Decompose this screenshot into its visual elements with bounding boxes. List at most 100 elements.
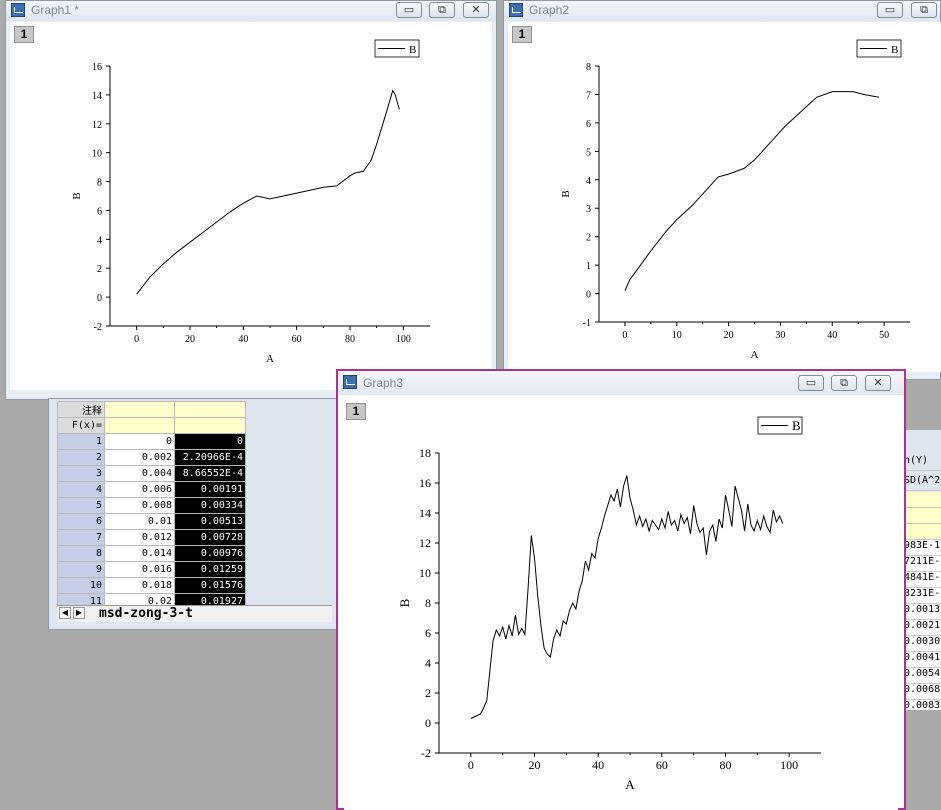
- x-tick-label: 80: [720, 758, 732, 772]
- x-axis-label: A: [625, 777, 635, 792]
- cell[interactable]: 0.002: [104, 449, 175, 466]
- layer-1-button[interactable]: 1: [346, 403, 366, 420]
- row-header[interactable]: 8: [57, 545, 105, 562]
- table-row[interactable]: 4 0.006 0.00191: [57, 481, 246, 498]
- worksheet-grid[interactable]: 注释 F(x)= 1 0 0 2 0.002 2.20966E-4 3 0.004 8.6655…: [57, 401, 246, 610]
- cell[interactable]: [904, 524, 941, 540]
- minimize-button[interactable]: ▭: [396, 2, 422, 18]
- table-row[interactable]: 8 0.014 0.00976: [57, 545, 246, 562]
- cell[interactable]: 0.0030: [904, 636, 941, 652]
- cell[interactable]: [104, 401, 175, 418]
- cell[interactable]: 2.20966E-4: [174, 449, 246, 466]
- cell[interactable]: 0.004: [104, 465, 175, 482]
- row-header[interactable]: 9: [57, 561, 105, 578]
- cell[interactable]: 0.00976: [174, 545, 246, 562]
- legend-label: B: [792, 418, 801, 433]
- column-header[interactable]: SD(A^2): [904, 475, 941, 491]
- cell[interactable]: 983E-1: [904, 540, 941, 556]
- cell[interactable]: 0.00728: [174, 529, 246, 546]
- restore-button[interactable]: ⧉: [429, 2, 455, 18]
- x-tick-label: 30: [775, 330, 785, 341]
- close-button[interactable]: ✕: [463, 2, 489, 18]
- row-header[interactable]: 1: [57, 433, 105, 450]
- cell[interactable]: 0.01: [104, 513, 175, 530]
- row-header[interactable]: 3: [57, 465, 105, 482]
- cell[interactable]: 0.01576: [174, 577, 246, 594]
- graph3-chart: 0 20 40 60 80 100 -2 0 2 4 6 8 10 12 14 16 18 A B B: [397, 416, 821, 792]
- row-header[interactable]: 7: [57, 529, 105, 546]
- table-row[interactable]: 3 0.004 8.66552E-4: [57, 465, 246, 482]
- right-worksheet[interactable]: n(Y) SD(A^2) 983E-17211E-4841E-8231E-0.0…: [900, 430, 941, 710]
- graph1-canvas[interactable]: 1 0 20 40 60 80 100 -2 0 2 4 6 8 10 12 14 16 A B B: [10, 22, 492, 390]
- row-header[interactable]: 4: [57, 481, 105, 498]
- graph3-titlebar[interactable]: Graph3 ▭ ⧉ ✕: [338, 371, 904, 395]
- graph1-titlebar[interactable]: Graph1 * ▭ ⧉ ✕: [6, 1, 496, 21]
- cell[interactable]: 0.014: [104, 545, 175, 562]
- y-tick-label: 12: [419, 536, 431, 550]
- table-row[interactable]: 2 0.002 2.20966E-4: [57, 449, 246, 466]
- table-row[interactable]: 6 0.01 0.00513: [57, 513, 246, 530]
- cell[interactable]: 0.008: [104, 497, 175, 514]
- cell[interactable]: 8231E-: [904, 588, 941, 604]
- cell[interactable]: 0.0041: [904, 652, 941, 668]
- cell[interactable]: 0.0083: [904, 700, 941, 710]
- cell[interactable]: 7211E-: [904, 556, 941, 572]
- cell[interactable]: [174, 417, 246, 434]
- table-row[interactable]: 5 0.008 0.00334: [57, 497, 246, 514]
- y-tick-label: -2: [421, 746, 431, 760]
- cell[interactable]: 0.0013: [904, 604, 941, 620]
- row-header[interactable]: 5: [57, 497, 105, 514]
- cell[interactable]: [174, 401, 246, 418]
- minimize-button[interactable]: ▭: [798, 375, 824, 391]
- sheet-tab[interactable]: msd-zong-3-t: [99, 606, 193, 621]
- cell[interactable]: 0.006: [104, 481, 175, 498]
- cell[interactable]: 0: [104, 433, 175, 450]
- tab-scroll-left-button[interactable]: ◀: [59, 607, 71, 619]
- cell[interactable]: 0.016: [104, 561, 175, 578]
- row-header[interactable]: 2: [57, 449, 105, 466]
- graph2-canvas[interactable]: 1 0 10 20 30 40 50 -1 0 1 2 3 4 5 6 7 8 A B B: [508, 22, 941, 372]
- row-header[interactable]: 6: [57, 513, 105, 530]
- table-row[interactable]: 10 0.018 0.01576: [57, 577, 246, 594]
- cell[interactable]: 0.0054: [904, 668, 941, 684]
- restore-button[interactable]: ⧉: [831, 375, 857, 391]
- cell[interactable]: 0.00513: [174, 513, 246, 530]
- legend-label: B: [409, 44, 416, 56]
- graph2-titlebar[interactable]: Graph2 ▭ ⧉: [504, 1, 940, 21]
- close-button[interactable]: ✕: [865, 375, 891, 391]
- cell[interactable]: 4841E-: [904, 572, 941, 588]
- table-row[interactable]: 7 0.012 0.00728: [57, 529, 246, 546]
- x-tick-label: 20: [724, 330, 734, 341]
- cell[interactable]: 0: [174, 433, 246, 450]
- column-header[interactable]: n(Y): [904, 455, 941, 471]
- layer-1-button[interactable]: 1: [14, 26, 34, 43]
- cell[interactable]: 0.012: [104, 529, 175, 546]
- y-tick-label: -2: [94, 322, 102, 333]
- tab-scroll-right-button[interactable]: ▶: [73, 607, 85, 619]
- cell[interactable]: 0.0068: [904, 684, 941, 700]
- cell[interactable]: 8.66552E-4: [174, 465, 246, 482]
- cell[interactable]: [904, 508, 941, 524]
- graph2-title: Graph2: [529, 3, 570, 17]
- graph3-window[interactable]: Graph3 ▭ ⧉ ✕ 1 0 20 40 60 80 100 -2 0 2 4 6 8 10 12 14…: [336, 369, 906, 810]
- y-axis-label: B: [71, 192, 83, 199]
- row-header[interactable]: 10: [57, 577, 105, 594]
- graph3-canvas[interactable]: 1 0 20 40 60 80 100 -2 0 2 4 6 8 10 12 14 16 18 A B B: [344, 399, 898, 810]
- cell[interactable]: 0.018: [104, 577, 175, 594]
- y-tick-label: 6: [425, 626, 431, 640]
- cell[interactable]: 0.0021: [904, 620, 941, 636]
- minimize-button[interactable]: ▭: [877, 2, 903, 18]
- table-row[interactable]: 9 0.016 0.01259: [57, 561, 246, 578]
- restore-button[interactable]: ⧉: [911, 2, 937, 18]
- graph2-window[interactable]: Graph2 ▭ ⧉ 1 0 10 20 30 40 50 -1 0 1 2 3 4 5 6 7 8 A B B: [503, 0, 941, 380]
- worksheet-window[interactable]: 注释 F(x)= 1 0 0 2 0.002 2.20966E-4 3 0.004 8.6655…: [48, 398, 338, 630]
- cell[interactable]: [104, 417, 175, 434]
- graph1-window[interactable]: Graph1 * ▭ ⧉ ✕ 1 0 20 40 60 80 100 -2 0 2 4 6 8 10 12…: [5, 0, 497, 400]
- x-tick-label: 40: [592, 758, 604, 772]
- layer-1-button[interactable]: 1: [512, 26, 532, 43]
- cell[interactable]: [904, 492, 941, 508]
- cell[interactable]: 0.00334: [174, 497, 246, 514]
- cell[interactable]: 0.00191: [174, 481, 246, 498]
- cell[interactable]: 0.01259: [174, 561, 246, 578]
